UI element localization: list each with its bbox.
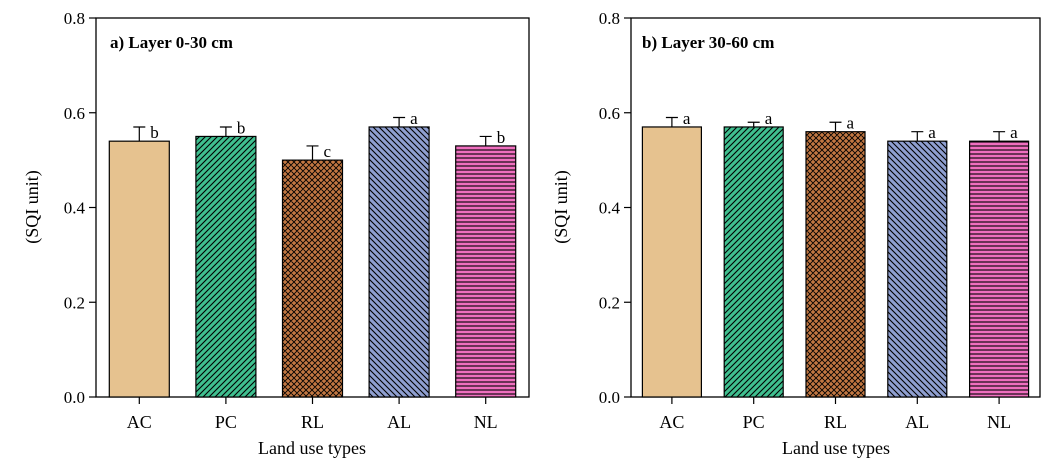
x-category-label: AL: [387, 412, 411, 432]
x-category-label: NL: [474, 412, 498, 432]
error-bar: [219, 126, 232, 137]
y-tick-label: 0.0: [64, 388, 85, 407]
x-category-label: AC: [659, 412, 684, 432]
y-tick-label: 0.0: [599, 388, 620, 407]
x-axis-title: Land use types: [782, 438, 890, 458]
bar-rl: [805, 131, 866, 398]
significance-letter: a: [410, 109, 418, 128]
chart-panel-b: b) Layer 30-60 cm Land use types (SQI un…: [551, 9, 1041, 458]
significance-letter: a: [847, 114, 855, 133]
significance-letter: a: [1010, 123, 1018, 142]
bar-ac: [108, 140, 170, 398]
error-bar: [747, 121, 760, 127]
y-axis-title: (SQI unit): [22, 170, 43, 244]
x-category-label: RL: [824, 412, 847, 432]
significance-letter: b: [237, 118, 246, 137]
bar-group: b AC b PC c RL a AL b NL: [108, 109, 517, 432]
significance-letter: c: [324, 142, 332, 161]
y-tick-label: 0.4: [64, 199, 86, 218]
x-category-label: PC: [743, 412, 765, 432]
significance-letter: a: [765, 109, 773, 128]
panel-title: b) Layer 30-60 cm: [642, 33, 774, 52]
error-bar: [993, 131, 1006, 142]
x-category-label: AC: [127, 412, 152, 432]
bar-ac: [641, 126, 703, 398]
bar-pc: [195, 135, 257, 398]
x-axis-title: Land use types: [258, 438, 366, 458]
panel-title: a) Layer 0-30 cm: [110, 33, 233, 52]
y-axis-ticks: 0.0 0.2 0.4 0.6 0.8: [599, 9, 631, 407]
error-bar: [911, 131, 924, 142]
y-tick-label: 0.6: [64, 104, 85, 123]
y-axis-title: (SQI unit): [551, 170, 572, 244]
y-tick-label: 0.8: [64, 9, 85, 28]
y-tick-label: 0.2: [599, 293, 620, 312]
error-bar: [393, 116, 406, 127]
significance-letter: b: [497, 128, 506, 147]
y-tick-label: 0.6: [599, 104, 620, 123]
error-bar: [133, 126, 146, 142]
y-tick-label: 0.2: [64, 293, 85, 312]
error-bar: [479, 135, 492, 146]
bar-al: [887, 140, 948, 398]
error-bar: [829, 121, 842, 132]
error-bar: [306, 145, 319, 161]
x-category-label: PC: [215, 412, 237, 432]
bar-rl: [281, 159, 344, 398]
significance-letter: a: [928, 123, 936, 142]
y-tick-label: 0.4: [599, 199, 621, 218]
x-category-label: RL: [301, 412, 324, 432]
bar-pc: [723, 126, 784, 398]
x-category-label: NL: [987, 412, 1011, 432]
x-category-label: AL: [905, 412, 929, 432]
significance-letter: b: [150, 123, 159, 142]
chart-panel-a: a) Layer 0-30 cm Land use types (SQI uni…: [22, 9, 530, 458]
bar-nl: [968, 140, 1030, 398]
bar-nl: [455, 145, 517, 398]
bar-al: [368, 126, 430, 398]
y-axis-ticks: 0.0 0.2 0.4 0.6 0.8: [64, 9, 96, 407]
bar-group: a AC a PC a RL a AL a NL: [641, 109, 1030, 432]
y-tick-label: 0.8: [599, 9, 620, 28]
significance-letter: a: [683, 109, 691, 128]
error-bar: [665, 116, 678, 127]
